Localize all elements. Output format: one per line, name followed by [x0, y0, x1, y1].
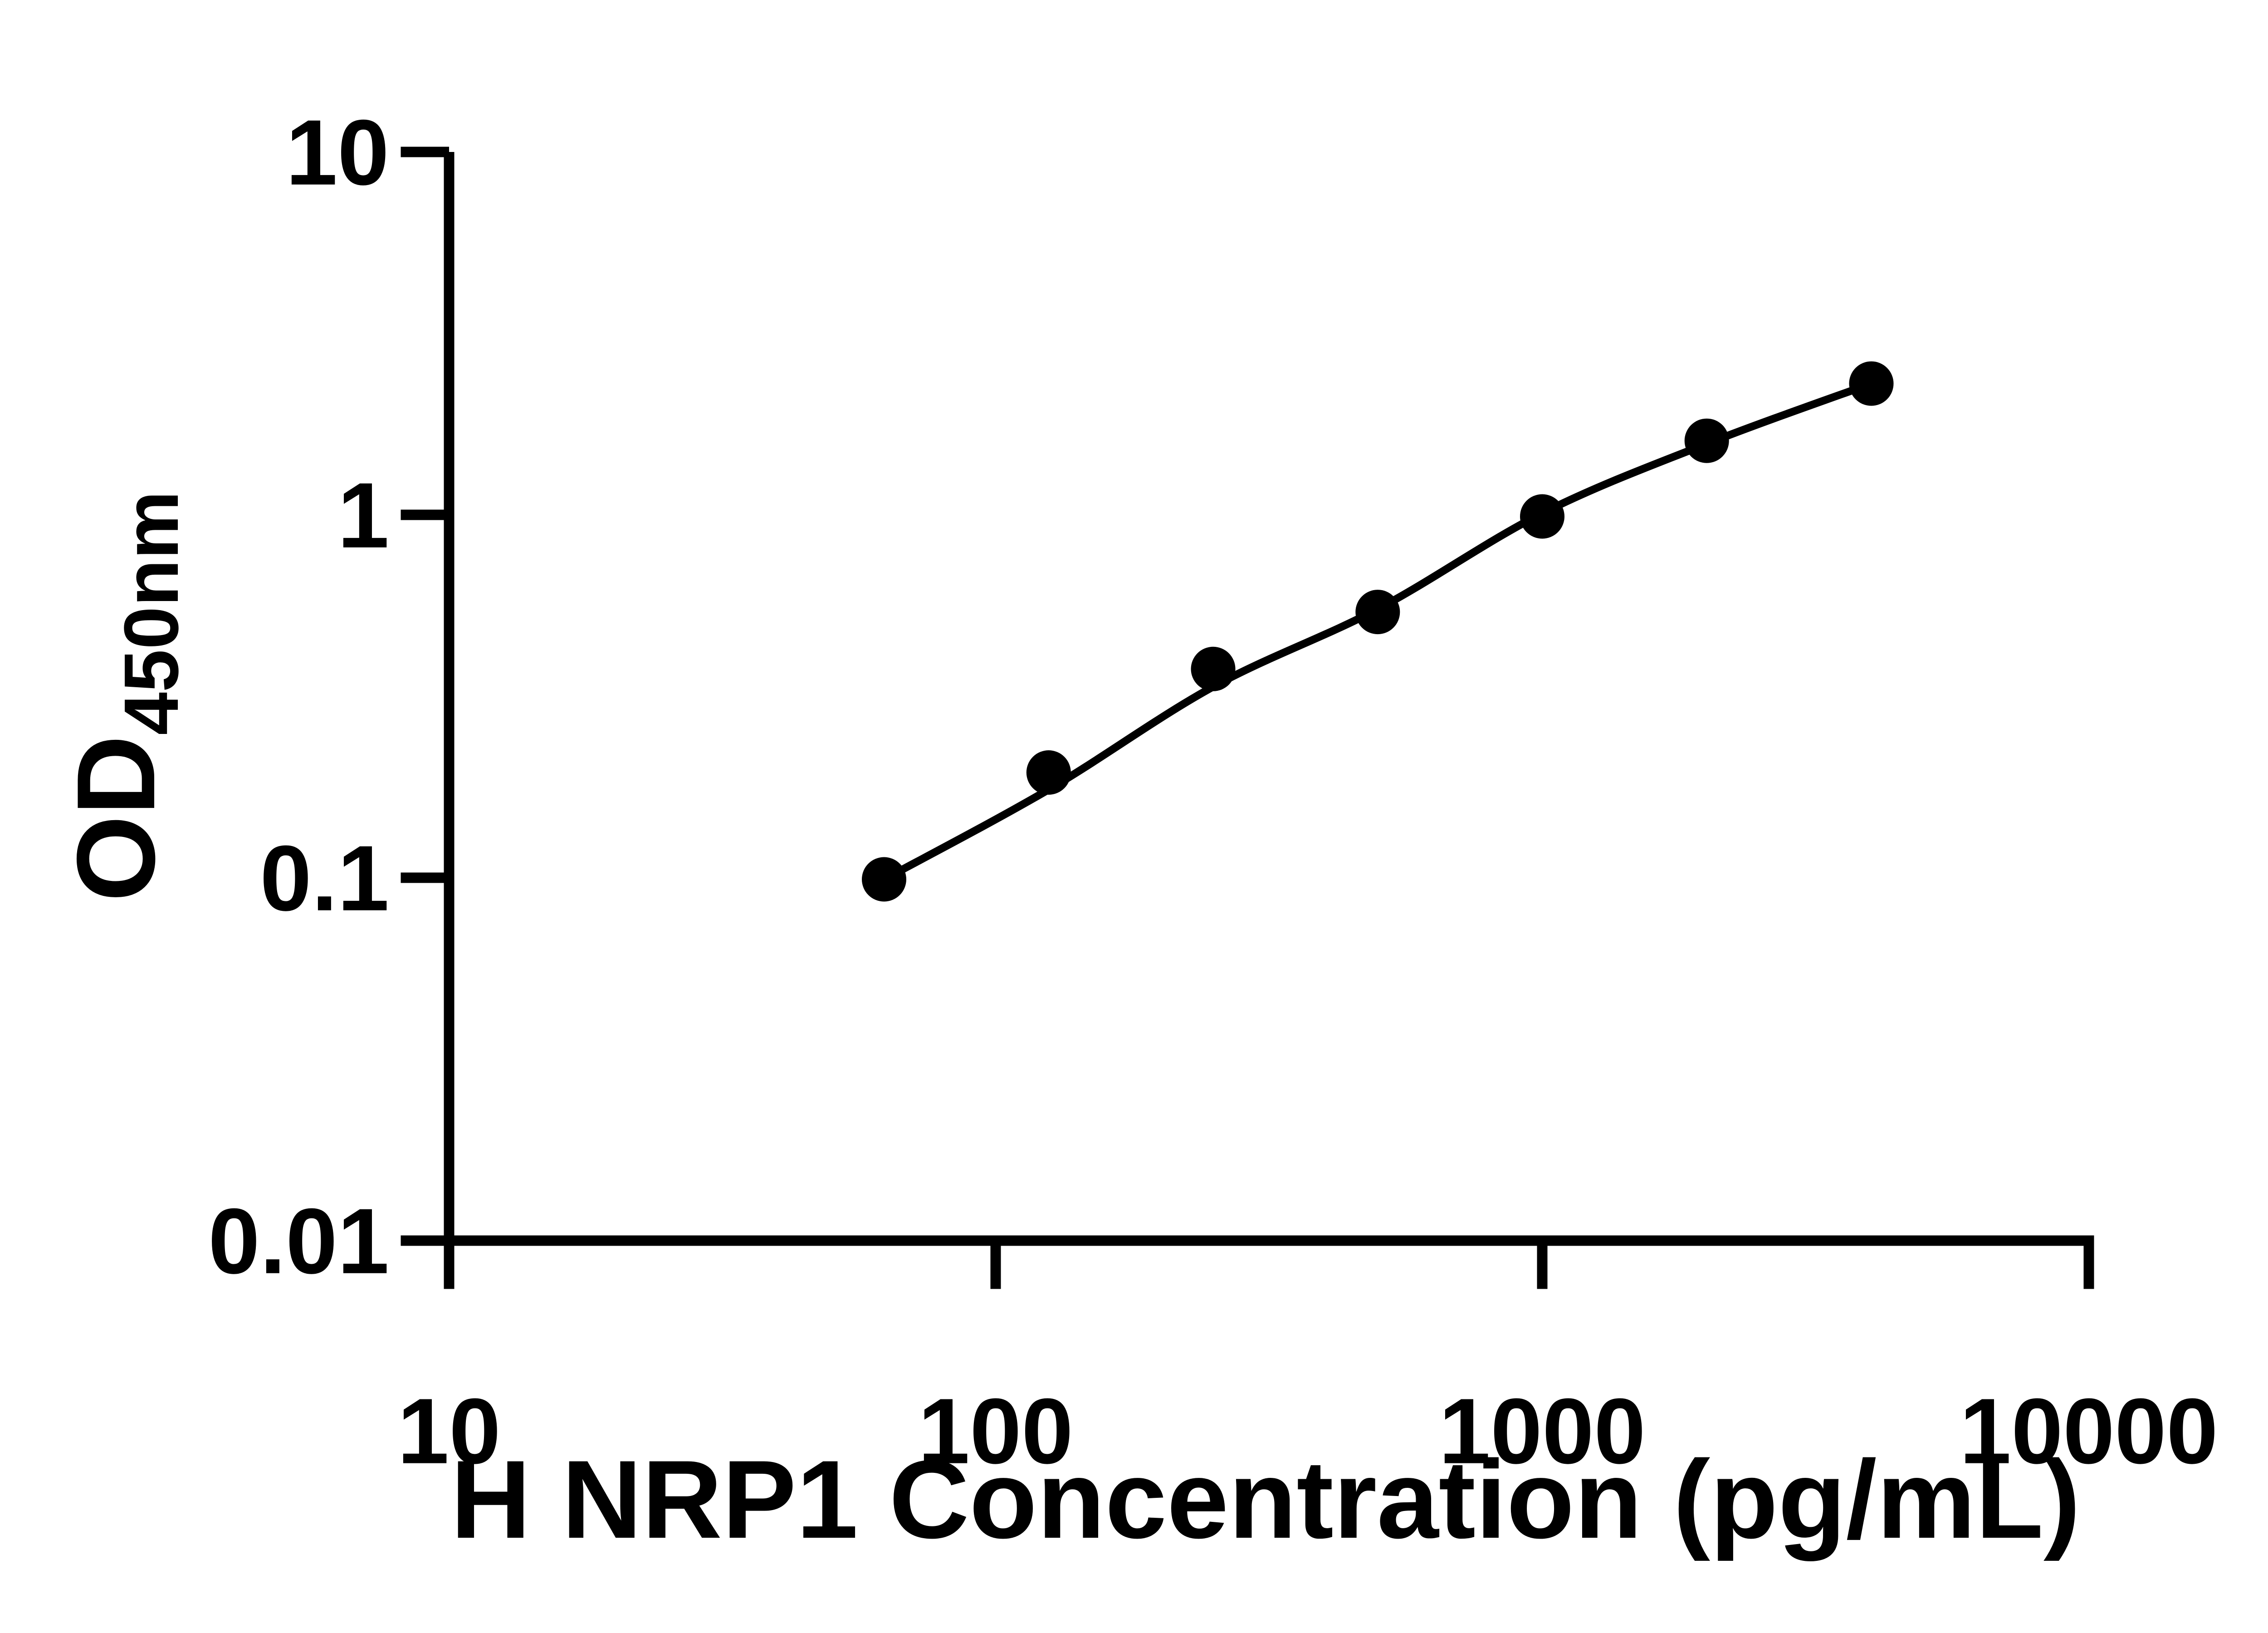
- data-point: [1520, 494, 1564, 539]
- points-layer: [862, 361, 1894, 902]
- data-point: [1355, 590, 1400, 635]
- x-tick-label: 10000: [1960, 1379, 2218, 1483]
- y-tick-label: 0.01: [208, 1189, 389, 1293]
- x-axis-title: H NRP1 Concentration (pg/mL): [450, 1437, 2080, 1561]
- y-tick-label: 1: [337, 464, 389, 567]
- y-axis-title: OD450nm: [54, 491, 195, 902]
- y-tick-label: 10: [286, 101, 389, 205]
- data-point: [1191, 646, 1236, 691]
- y-axis-title-subscript: 450nm: [108, 491, 195, 735]
- data-point: [862, 857, 906, 902]
- data-point: [1849, 361, 1894, 406]
- data-point: [1684, 418, 1729, 463]
- y-axis-title-main: OD: [54, 735, 178, 902]
- x-tick-label: 10: [397, 1379, 501, 1483]
- data-point: [1026, 750, 1071, 795]
- x-tick-label: 100: [918, 1379, 1073, 1483]
- y-tick-label: 0.1: [260, 826, 389, 930]
- x-tick-label: 1000: [1439, 1379, 1646, 1483]
